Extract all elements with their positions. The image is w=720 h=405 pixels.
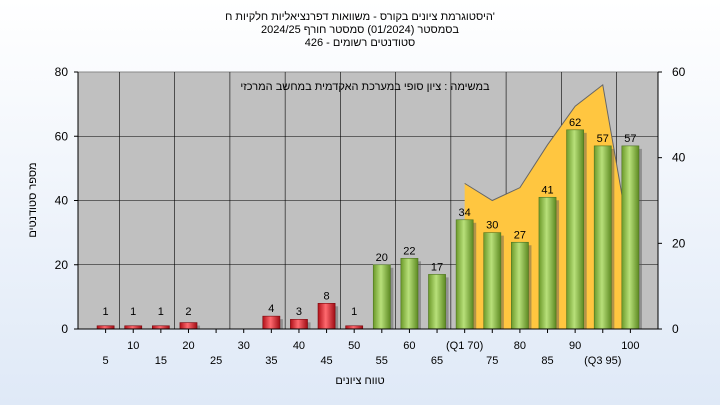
data-label: 1 [103,306,109,318]
x-axis: 5 10 15 20 25 30 35 40 45 50 55 60 65(Q1 70)75 80 85 90… [78,328,658,367]
chart-title: היסטוגרמת ציונים בקורס - משוואות דפרנציא… [225,10,495,49]
y2-tick-label: 20 [672,236,686,250]
y-tick-label: 40 [55,194,69,208]
data-label: 20 [376,252,388,264]
x-tick-label: 50 [348,340,360,352]
data-label: 2 [185,306,191,318]
y-axis-right: 0 20 40 60 [657,65,686,336]
chart-subtitle: במשימה : ציון סופי במערכת האקדמית במחשב … [240,81,490,93]
x-tick-label: 85 [541,355,553,367]
x-tick-label: 30 [238,340,250,352]
x-tick-label: 55 [376,355,388,367]
data-label: 62 [569,117,581,129]
x-tick-label: 90 [569,340,581,352]
title-line-1: היסטוגרמת ציונים בקורס - משוואות דפרנציא… [225,10,495,23]
x-tick-label: (Q1 70) [446,340,483,352]
data-label: 8 [324,290,330,302]
x-tick-label: 15 [155,355,167,367]
x-tick-label: 60 [403,340,415,352]
data-labels: 1 1 1 2 4 3 8 1 20 22 17 34 30 27 41 62 57 57 [103,117,637,318]
title-line-2: בסמסטר (01/2024) סמסטר חורף 2024/25 [261,24,459,36]
bar [262,315,281,330]
bar [511,241,529,330]
data-label: 17 [431,261,443,273]
y-tick-label: 0 [61,322,68,336]
y-tick-label: 80 [55,65,69,79]
y-tick-label: 20 [55,258,69,272]
bar [290,319,308,330]
data-label: 1 [158,306,164,318]
y-axis-label: מספר סטודנטים [27,162,39,237]
data-label: 57 [624,133,636,145]
x-tick-label: 65 [431,355,443,367]
x-tick-label: 25 [210,355,222,367]
y-tick-label: 60 [55,129,69,143]
data-label: 3 [296,306,302,318]
title-line-3: סטודנטים רשומים - 426 [305,37,416,49]
bar [593,145,612,330]
x-tick-label: 35 [265,355,277,367]
bar [428,274,446,330]
bars [96,129,642,330]
bar [455,219,474,330]
data-label: 4 [268,303,274,315]
x-tick-label: 45 [320,355,332,367]
x-axis-label: טווח ציונים [335,375,384,387]
data-label: 30 [486,220,498,232]
x-tick-label: 100 [621,340,639,352]
bar [400,258,419,330]
area-line [464,83,631,244]
bar [621,145,640,330]
data-label: 27 [514,229,526,241]
bar [372,264,391,330]
data-label: 1 [351,306,357,318]
x-tick-label: 5 [103,355,109,367]
x-tick-label: 20 [182,340,194,352]
bar [317,302,336,330]
data-label: 57 [597,133,609,145]
data-label: 41 [541,184,553,196]
bar [179,322,198,330]
bar [483,232,502,330]
bar [566,129,585,330]
bar [538,196,557,330]
y2-tick-label: 40 [672,151,686,165]
y-axis-left: 0 20 40 60 80 [55,65,79,336]
y2-tick-label: 0 [672,322,679,336]
x-tick-label: 10 [127,340,139,352]
data-label: 1 [130,306,136,318]
x-tick-label: 80 [514,340,526,352]
x-tick-label: 40 [293,340,305,352]
x-tick-label: (Q3 95) [584,355,621,367]
data-label: 34 [459,207,471,219]
x-tick-label: 75 [486,355,498,367]
data-label: 22 [403,245,415,257]
y2-tick-label: 60 [672,65,686,79]
